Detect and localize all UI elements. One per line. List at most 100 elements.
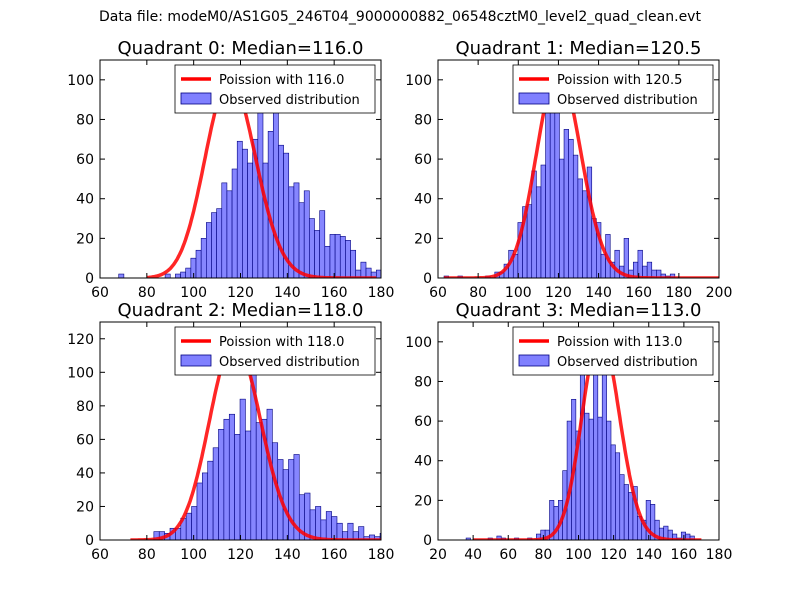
histogram-bar — [288, 459, 295, 540]
histogram-bar — [358, 526, 365, 540]
figure-title: Data file: modeM0/AS1G05_246T04_90000008… — [99, 9, 701, 25]
histogram-bar — [568, 138, 574, 278]
histogram-bar — [196, 482, 203, 540]
legend-label-poisson: Poission with 120.5 — [557, 73, 682, 88]
x-tick-label: 100 — [180, 285, 207, 301]
panel-title: Quadrant 2: Median=118.0 — [118, 300, 364, 321]
histogram-bar — [267, 131, 274, 278]
y-tick-label: 20 — [76, 231, 94, 247]
plot-frame — [437, 59, 720, 279]
histogram-bar — [180, 271, 187, 278]
y-tick-label: 60 — [76, 432, 94, 448]
x-tick-label: 140 — [585, 285, 612, 301]
histogram-bar — [262, 162, 269, 278]
histogram-bar — [185, 512, 192, 540]
legend-bar-swatch — [518, 92, 550, 105]
histogram-bar — [216, 208, 223, 278]
histogram-bar — [689, 535, 695, 540]
histogram-bar — [236, 140, 243, 278]
histogram-bar — [553, 506, 559, 540]
histogram-bar — [572, 154, 579, 278]
y-tick-label: 20 — [414, 231, 432, 247]
legend-label-poisson: Poission with 116.0 — [219, 73, 344, 88]
histogram-bar — [360, 261, 367, 278]
histogram-bar — [226, 190, 233, 278]
histogram-bar — [600, 253, 606, 278]
y-tick-label: 60 — [414, 414, 432, 430]
histogram-bar — [669, 273, 676, 278]
histogram-bar — [118, 273, 125, 278]
histogram-bar — [245, 430, 252, 540]
y-tick-label: 60 — [76, 152, 94, 168]
y-tick-label: 100 — [405, 335, 432, 351]
panel-title: Quadrant 0: Median=116.0 — [118, 38, 364, 59]
legend: Poission with 120.5 Observed distribution — [512, 64, 714, 114]
x-tick-label: 140 — [274, 285, 301, 301]
legend-bar-swatch — [518, 354, 550, 367]
legend: Poission with 118.0 Observed distribution — [174, 326, 376, 376]
histogram-bar — [231, 168, 238, 278]
y-tick-label: 40 — [414, 454, 432, 470]
histogram-bar — [385, 537, 390, 540]
histogram-bar — [303, 190, 310, 278]
legend-label-poisson: Poission with 118.0 — [219, 335, 344, 350]
histogram-bar — [339, 236, 346, 278]
legend-label-observed: Observed distribution — [557, 355, 698, 370]
histogram-bar — [329, 234, 336, 278]
panel-2: 60 80 100 120 140 160 180 0 20 40 60 80 100 120 Quadra… — [67, 300, 407, 563]
panel-1: 60 80 100 120 140 160 180 200 0 20 40 60 80 100 Quadra… — [405, 38, 732, 301]
y-tick-label: 80 — [76, 399, 94, 415]
histogram-bar — [191, 506, 198, 540]
histogram-bar — [334, 234, 341, 278]
histogram-bar — [387, 276, 392, 278]
x-tick-label: 80 — [469, 285, 487, 301]
histogram-bar — [185, 267, 192, 278]
histogram-bar — [319, 210, 326, 278]
x-tick-label: 160 — [321, 285, 348, 301]
histogram-bar — [175, 273, 181, 278]
histogram-bar — [623, 238, 629, 278]
histogram-bar — [526, 204, 533, 278]
histogram-bar — [623, 484, 629, 540]
histogram-bar — [239, 398, 246, 540]
histogram-bar — [614, 249, 620, 278]
histogram-bar — [234, 434, 241, 540]
histogram-bar — [202, 472, 209, 540]
x-tick-label: 20 — [429, 547, 447, 563]
legend-box — [174, 326, 376, 376]
histogram-bar — [293, 182, 300, 278]
histogram-bar — [200, 238, 207, 278]
histogram-bar — [195, 249, 202, 278]
histogram-bar — [396, 537, 401, 540]
histogram-bar — [218, 429, 225, 540]
y-tick-label: 20 — [76, 499, 94, 515]
histogram-bar — [597, 416, 603, 540]
y-tick-label: 40 — [76, 466, 94, 482]
y-tick-label: 80 — [414, 112, 432, 128]
y-tick-label: 80 — [414, 374, 432, 390]
y-tick-label: 100 — [405, 73, 432, 89]
y-tick-label: 100 — [67, 365, 94, 381]
histogram-bar — [324, 245, 331, 278]
histogram-bar — [549, 99, 556, 278]
histogram-bar — [402, 533, 407, 540]
x-tick-label: 80 — [534, 547, 552, 563]
histogram-bar — [164, 273, 171, 278]
x-tick-label: 100 — [565, 547, 592, 563]
x-tick-label: 100 — [505, 285, 532, 301]
y-tick-label: 0 — [423, 271, 432, 287]
histogram-bar — [207, 460, 214, 540]
histogram-bar — [278, 144, 284, 278]
histogram-bar — [381, 276, 386, 278]
legend-label-observed: Observed distribution — [219, 355, 360, 370]
histogram-bar — [347, 522, 354, 540]
x-tick-label: 120 — [227, 285, 254, 301]
histogram-bar — [646, 261, 653, 278]
x-tick-label: 120 — [227, 547, 254, 563]
y-tick-label: 120 — [67, 332, 94, 348]
poisson-curve — [444, 68, 719, 278]
histogram-bar — [536, 186, 542, 278]
legend: Poission with 113.0 Observed distribution — [512, 326, 714, 376]
histogram-bar — [588, 418, 594, 540]
histogram-bar — [314, 230, 320, 278]
